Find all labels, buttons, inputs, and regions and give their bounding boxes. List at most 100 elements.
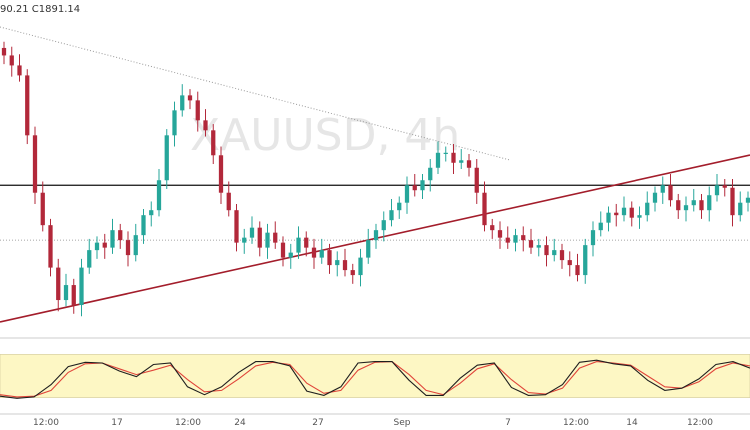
candle-body [211, 130, 216, 156]
candle-body [187, 95, 193, 101]
x-tick-label: 12:00 [33, 418, 59, 428]
candle-body [102, 242, 107, 248]
candle-body [389, 210, 394, 221]
candle-body [420, 180, 425, 191]
candle-body [490, 225, 495, 231]
candle-body [474, 167, 479, 193]
candle-body [590, 230, 596, 246]
candle-body [598, 222, 603, 231]
candle-body [459, 160, 464, 163]
candle-body [226, 192, 231, 211]
candle-body [296, 237, 301, 253]
candle-body [714, 185, 720, 196]
candle-body [342, 260, 348, 271]
candle-body [94, 242, 100, 251]
candle-body [544, 245, 549, 256]
candle-body [404, 185, 410, 203]
symbol-watermark: XAUUSD, 4h [190, 110, 460, 161]
candle-body [451, 152, 456, 163]
candle-body [118, 230, 123, 241]
candle-body [521, 235, 526, 241]
candle-body [335, 260, 340, 266]
candle-body [614, 212, 619, 216]
candle-body [497, 230, 503, 238]
descending-trendline [0, 26, 511, 161]
stoch-band [0, 354, 750, 398]
candle-body [141, 215, 146, 236]
candle-body [366, 240, 371, 258]
candle-body [273, 232, 278, 243]
candle-body [559, 250, 565, 261]
candle-body [552, 250, 557, 256]
candle-body [482, 192, 487, 226]
candle-body [40, 192, 45, 226]
candle-body [288, 252, 293, 258]
candle-body [668, 185, 673, 201]
candle-body [660, 185, 665, 193]
x-tick-label: 24 [234, 418, 246, 428]
candle-body [397, 202, 402, 211]
x-tick-label: Sep [394, 418, 411, 428]
candle-body [676, 200, 681, 211]
x-tick-label: 27 [312, 418, 323, 428]
candle-body [575, 265, 580, 276]
candle-body [722, 185, 727, 188]
candle-body [350, 270, 355, 276]
candle-body [629, 207, 634, 218]
candle-body [730, 187, 735, 216]
candle-body [738, 202, 743, 216]
candle-body [242, 237, 247, 243]
x-tick-label: 14 [626, 418, 638, 428]
candle-body [17, 65, 22, 76]
candle-body [149, 210, 154, 216]
candle-body [536, 245, 541, 248]
candle-body [48, 225, 53, 268]
candle-body [707, 195, 712, 211]
candle-body [652, 192, 658, 203]
ohlc-readout: 90.21 C1891.14 [0, 4, 81, 15]
candle-body [621, 207, 627, 216]
candle-body [567, 260, 572, 266]
x-tick-label: 7 [505, 418, 511, 428]
x-axis-ticks: 12:00 17 12:00 24 27 Sep 7 12:00 14 12:00 [33, 418, 713, 428]
candle-body [358, 257, 363, 276]
stoch-k-line [0, 359, 750, 399]
candle-body [699, 200, 704, 211]
stoch-d-line [0, 361, 750, 398]
candle-body [9, 55, 14, 66]
candle-body [180, 95, 185, 111]
candle-body [133, 235, 138, 256]
candle-body [125, 240, 131, 256]
candle-body [56, 267, 61, 301]
candle-body [110, 230, 115, 248]
x-tick-label: 17 [111, 418, 122, 428]
candle-body [249, 227, 255, 238]
candle-body [691, 200, 696, 206]
candle-body [745, 197, 750, 203]
candle-body [257, 227, 262, 248]
candle-body [311, 247, 317, 258]
candle-body [172, 110, 177, 136]
candle-body [203, 120, 208, 131]
x-tick-label: 12:00 [563, 418, 589, 428]
x-tick-label: 12:00 [687, 418, 713, 428]
candle-body [528, 240, 534, 248]
candle-body [25, 75, 30, 136]
candle-body [412, 185, 417, 191]
candle-body [71, 285, 76, 306]
candle-body [373, 230, 379, 241]
candle-body [637, 215, 642, 218]
candle-body [505, 237, 510, 243]
candle-body [645, 202, 650, 216]
candle-body [32, 135, 38, 193]
candle-body [63, 285, 69, 301]
candle-body [583, 245, 588, 276]
candle-body [443, 152, 448, 154]
candle-body [327, 250, 332, 266]
candle-body [304, 237, 309, 248]
candle-body [683, 205, 689, 211]
candle-body [164, 135, 169, 181]
candle-body [513, 235, 518, 243]
candle-body [280, 242, 286, 258]
